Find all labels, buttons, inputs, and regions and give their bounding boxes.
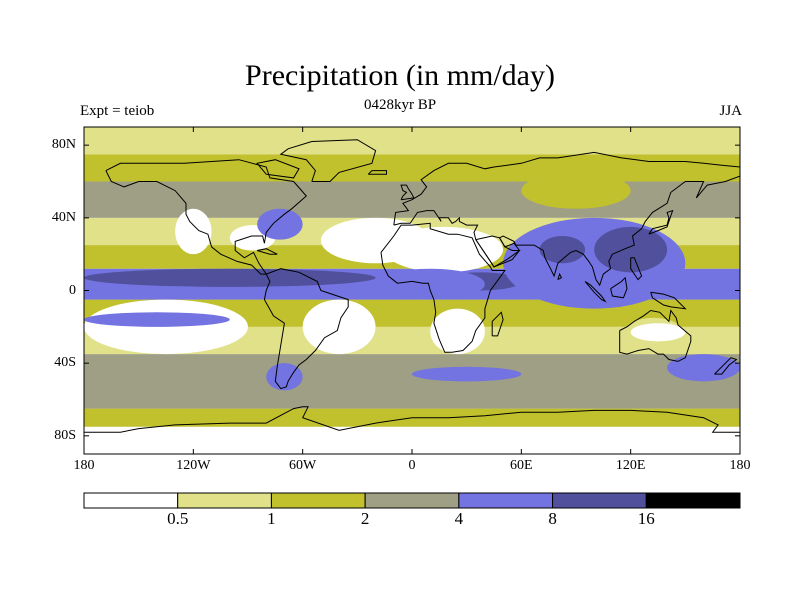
precip-region-6 bbox=[302, 299, 376, 355]
colorbar-level-label: 4 bbox=[454, 509, 464, 528]
chart-subtitle: 0428kyr BP bbox=[363, 97, 437, 113]
precip-region-19 bbox=[667, 354, 740, 382]
x-tick-label: 180 bbox=[729, 458, 751, 473]
coastline-antarctica bbox=[84, 406, 740, 433]
colorbar-box-6 bbox=[645, 492, 741, 509]
coastline-sri-lanka bbox=[557, 272, 563, 281]
colorbar-level-label: 0.5 bbox=[167, 509, 189, 528]
coastline-north-america bbox=[105, 159, 308, 275]
precip-region-10 bbox=[430, 308, 485, 355]
precip-region-0 bbox=[84, 299, 248, 355]
y-tick-label: 80S bbox=[54, 427, 76, 443]
precip-region-2 bbox=[84, 268, 376, 287]
colorbar-box-5 bbox=[552, 492, 647, 509]
y-tick-label: 80N bbox=[51, 137, 76, 153]
precip-band-9 bbox=[84, 154, 740, 182]
precip-region-17 bbox=[266, 363, 303, 391]
colorbar-level-label: 8 bbox=[548, 509, 557, 528]
precip-region-8 bbox=[384, 226, 504, 273]
colorbar-level-label: 2 bbox=[360, 509, 370, 528]
precipitation-field bbox=[84, 127, 740, 454]
coastline-greenland bbox=[279, 139, 377, 182]
axis-ticks bbox=[83, 127, 741, 454]
coastline-japan bbox=[648, 209, 674, 235]
colorbar bbox=[83, 492, 741, 509]
experiment-label: Expt = teiob bbox=[80, 103, 155, 119]
coastline-indonesia bbox=[584, 280, 607, 303]
colorbar-level-label: 16 bbox=[637, 509, 655, 528]
coastlines bbox=[84, 139, 740, 433]
x-tick-label: 0 bbox=[408, 458, 416, 473]
coastline-madagascar bbox=[491, 311, 504, 337]
precip-region-5 bbox=[175, 208, 212, 255]
coastline-new-zealand bbox=[714, 357, 738, 375]
coastline-australia bbox=[619, 309, 692, 362]
coastline-borneo bbox=[610, 276, 628, 299]
x-tick-label: 180 bbox=[73, 458, 95, 473]
precip-region-11 bbox=[375, 268, 485, 300]
y-tick-label: 40N bbox=[51, 209, 76, 225]
colorbar-box-3 bbox=[364, 492, 460, 509]
coastline-africa bbox=[380, 222, 506, 353]
precip-region-16 bbox=[630, 323, 686, 342]
colorbar-box-0 bbox=[83, 492, 179, 509]
precip-band-2 bbox=[84, 354, 740, 409]
coastline-south-america bbox=[263, 268, 349, 390]
coastline-baffin bbox=[256, 159, 300, 179]
precip-region-18 bbox=[412, 366, 522, 382]
coastline-cuba bbox=[256, 248, 278, 255]
coastline-british-isles bbox=[400, 184, 415, 201]
precip-region-13 bbox=[539, 236, 586, 264]
colorbar-box-2 bbox=[270, 492, 366, 509]
coastline-new-guinea bbox=[650, 291, 687, 310]
coastline-arabia bbox=[475, 235, 521, 268]
coastline-eurasia bbox=[393, 151, 740, 287]
colorbar-box-1 bbox=[177, 492, 272, 509]
x-tick-label: 120E bbox=[615, 458, 646, 473]
precip-region-20 bbox=[521, 172, 631, 209]
season-label: JJA bbox=[719, 103, 742, 119]
colorbar-level-label: 1 bbox=[267, 509, 276, 528]
x-tick-label: 60E bbox=[510, 458, 533, 473]
coastline-philippines bbox=[630, 257, 643, 281]
chart-title: Precipitation (in mm/day) bbox=[245, 59, 555, 92]
y-tick-label: 40S bbox=[54, 355, 76, 371]
precip-region-1 bbox=[84, 312, 230, 327]
x-tick-label: 60W bbox=[289, 458, 317, 473]
precip-region-4 bbox=[257, 208, 303, 240]
precip-region-14 bbox=[594, 226, 668, 273]
colorbar-box-4 bbox=[458, 492, 554, 509]
y-tick-label: 0 bbox=[69, 282, 76, 298]
x-tick-label: 120W bbox=[176, 458, 211, 473]
coastline-iceland bbox=[367, 170, 387, 175]
